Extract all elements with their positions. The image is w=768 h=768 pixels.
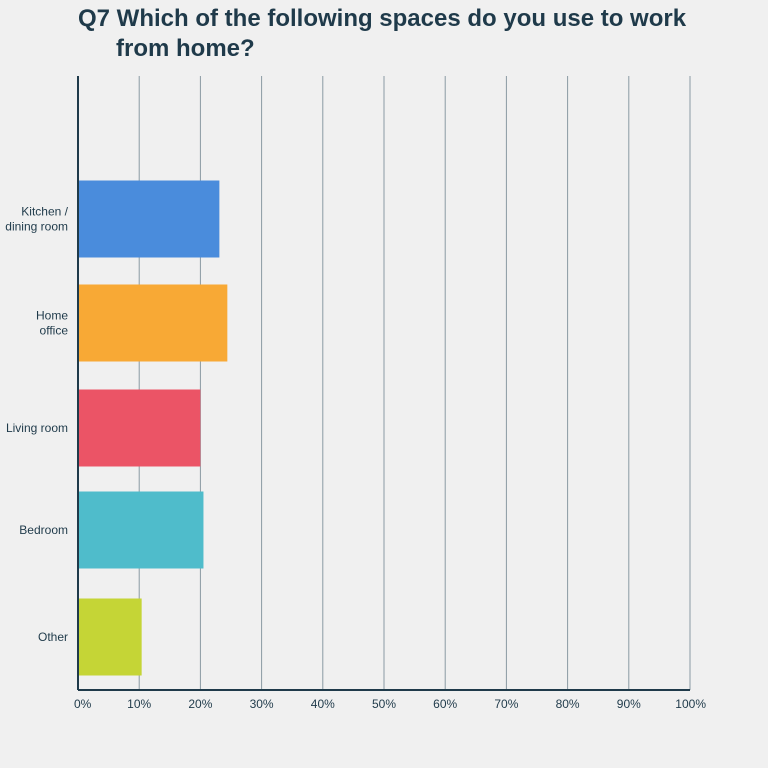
category-label-line: Living room <box>6 421 68 435</box>
x-tick-label: 80% <box>556 697 580 711</box>
bar <box>78 389 201 467</box>
chart-title: Q7 Which of the following spaces do you … <box>78 4 738 64</box>
bar <box>78 491 204 569</box>
x-tick-label: 100% <box>675 697 706 711</box>
x-tick-label: 30% <box>250 697 274 711</box>
category-label: Home office <box>36 309 68 338</box>
category-label: Other <box>38 630 68 644</box>
bar <box>78 284 228 362</box>
chart-title-line-1: Q7 Which of the following spaces do you … <box>78 5 687 32</box>
category-label: Living room <box>6 421 68 435</box>
x-tick-label: 90% <box>617 697 641 711</box>
category-label: Bedroom <box>19 523 68 537</box>
x-tick-label: 40% <box>311 697 335 711</box>
x-tick-label: 50% <box>372 697 396 711</box>
x-tick-label: 70% <box>494 697 518 711</box>
bar <box>78 180 220 258</box>
category-label-line: Other <box>38 630 68 644</box>
category-label-line: Home <box>36 309 68 323</box>
x-tick-label: 60% <box>433 697 457 711</box>
x-tick-label: 10% <box>127 697 151 711</box>
x-tick-label: 0% <box>74 697 92 711</box>
category-label-line: Kitchen / <box>21 205 68 219</box>
x-tick-label: 20% <box>188 697 212 711</box>
category-label-line: office <box>40 324 69 338</box>
category-label-line: dining room <box>5 220 68 234</box>
category-label: Kitchen / dining room <box>5 205 68 234</box>
category-label-line: Bedroom <box>19 523 68 537</box>
bar <box>78 598 142 676</box>
chart-title-line-2: from home? <box>116 35 255 62</box>
